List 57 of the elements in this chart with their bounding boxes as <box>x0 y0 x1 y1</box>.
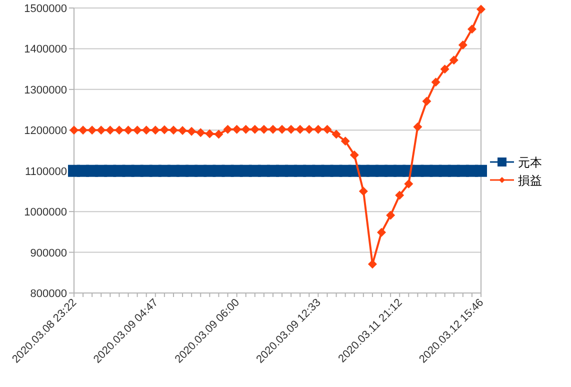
point <box>205 129 214 138</box>
point <box>350 150 359 160</box>
point <box>458 40 468 50</box>
y-tick-label: 800000 <box>30 288 67 300</box>
point <box>178 126 188 136</box>
legend-label: 損益 <box>518 174 542 188</box>
point <box>386 210 396 220</box>
point <box>187 126 196 136</box>
point <box>322 124 332 134</box>
point <box>395 190 404 200</box>
point <box>440 64 450 74</box>
point <box>259 124 268 134</box>
point <box>286 124 296 134</box>
point <box>241 124 250 134</box>
point <box>368 260 377 269</box>
y-tick-label: 900000 <box>30 247 67 260</box>
point <box>304 124 314 134</box>
point <box>449 56 458 65</box>
y-tick-label: 1500000 <box>24 3 67 15</box>
point <box>196 128 206 138</box>
point <box>78 126 88 135</box>
point <box>413 122 422 132</box>
point <box>476 4 486 14</box>
point <box>160 125 169 134</box>
point <box>475 164 487 177</box>
point <box>250 124 260 134</box>
point <box>467 24 476 34</box>
point <box>422 96 432 106</box>
point <box>431 78 440 87</box>
point <box>114 126 124 135</box>
point <box>168 126 178 135</box>
point <box>132 126 142 135</box>
legend-label: 元本 <box>518 156 542 170</box>
y-tick-label: 1100000 <box>24 166 67 178</box>
point <box>232 124 242 134</box>
y-tick-label: 1300000 <box>24 84 67 96</box>
point <box>332 130 341 139</box>
point <box>296 124 305 134</box>
point <box>88 126 97 135</box>
point <box>314 124 323 134</box>
point <box>404 179 414 188</box>
point <box>150 126 160 135</box>
point <box>142 126 151 135</box>
y-tick-label: 1000000 <box>24 206 67 219</box>
point <box>70 126 78 135</box>
point <box>377 228 386 237</box>
point <box>340 136 350 146</box>
y-tick-label: 1200000 <box>24 125 67 138</box>
point <box>223 124 232 134</box>
y-tick-label: 1400000 <box>24 44 67 56</box>
point <box>124 126 133 135</box>
point <box>278 124 287 134</box>
point <box>96 126 106 135</box>
point <box>358 186 368 196</box>
point <box>268 124 278 134</box>
point <box>214 130 224 139</box>
point <box>106 126 115 135</box>
